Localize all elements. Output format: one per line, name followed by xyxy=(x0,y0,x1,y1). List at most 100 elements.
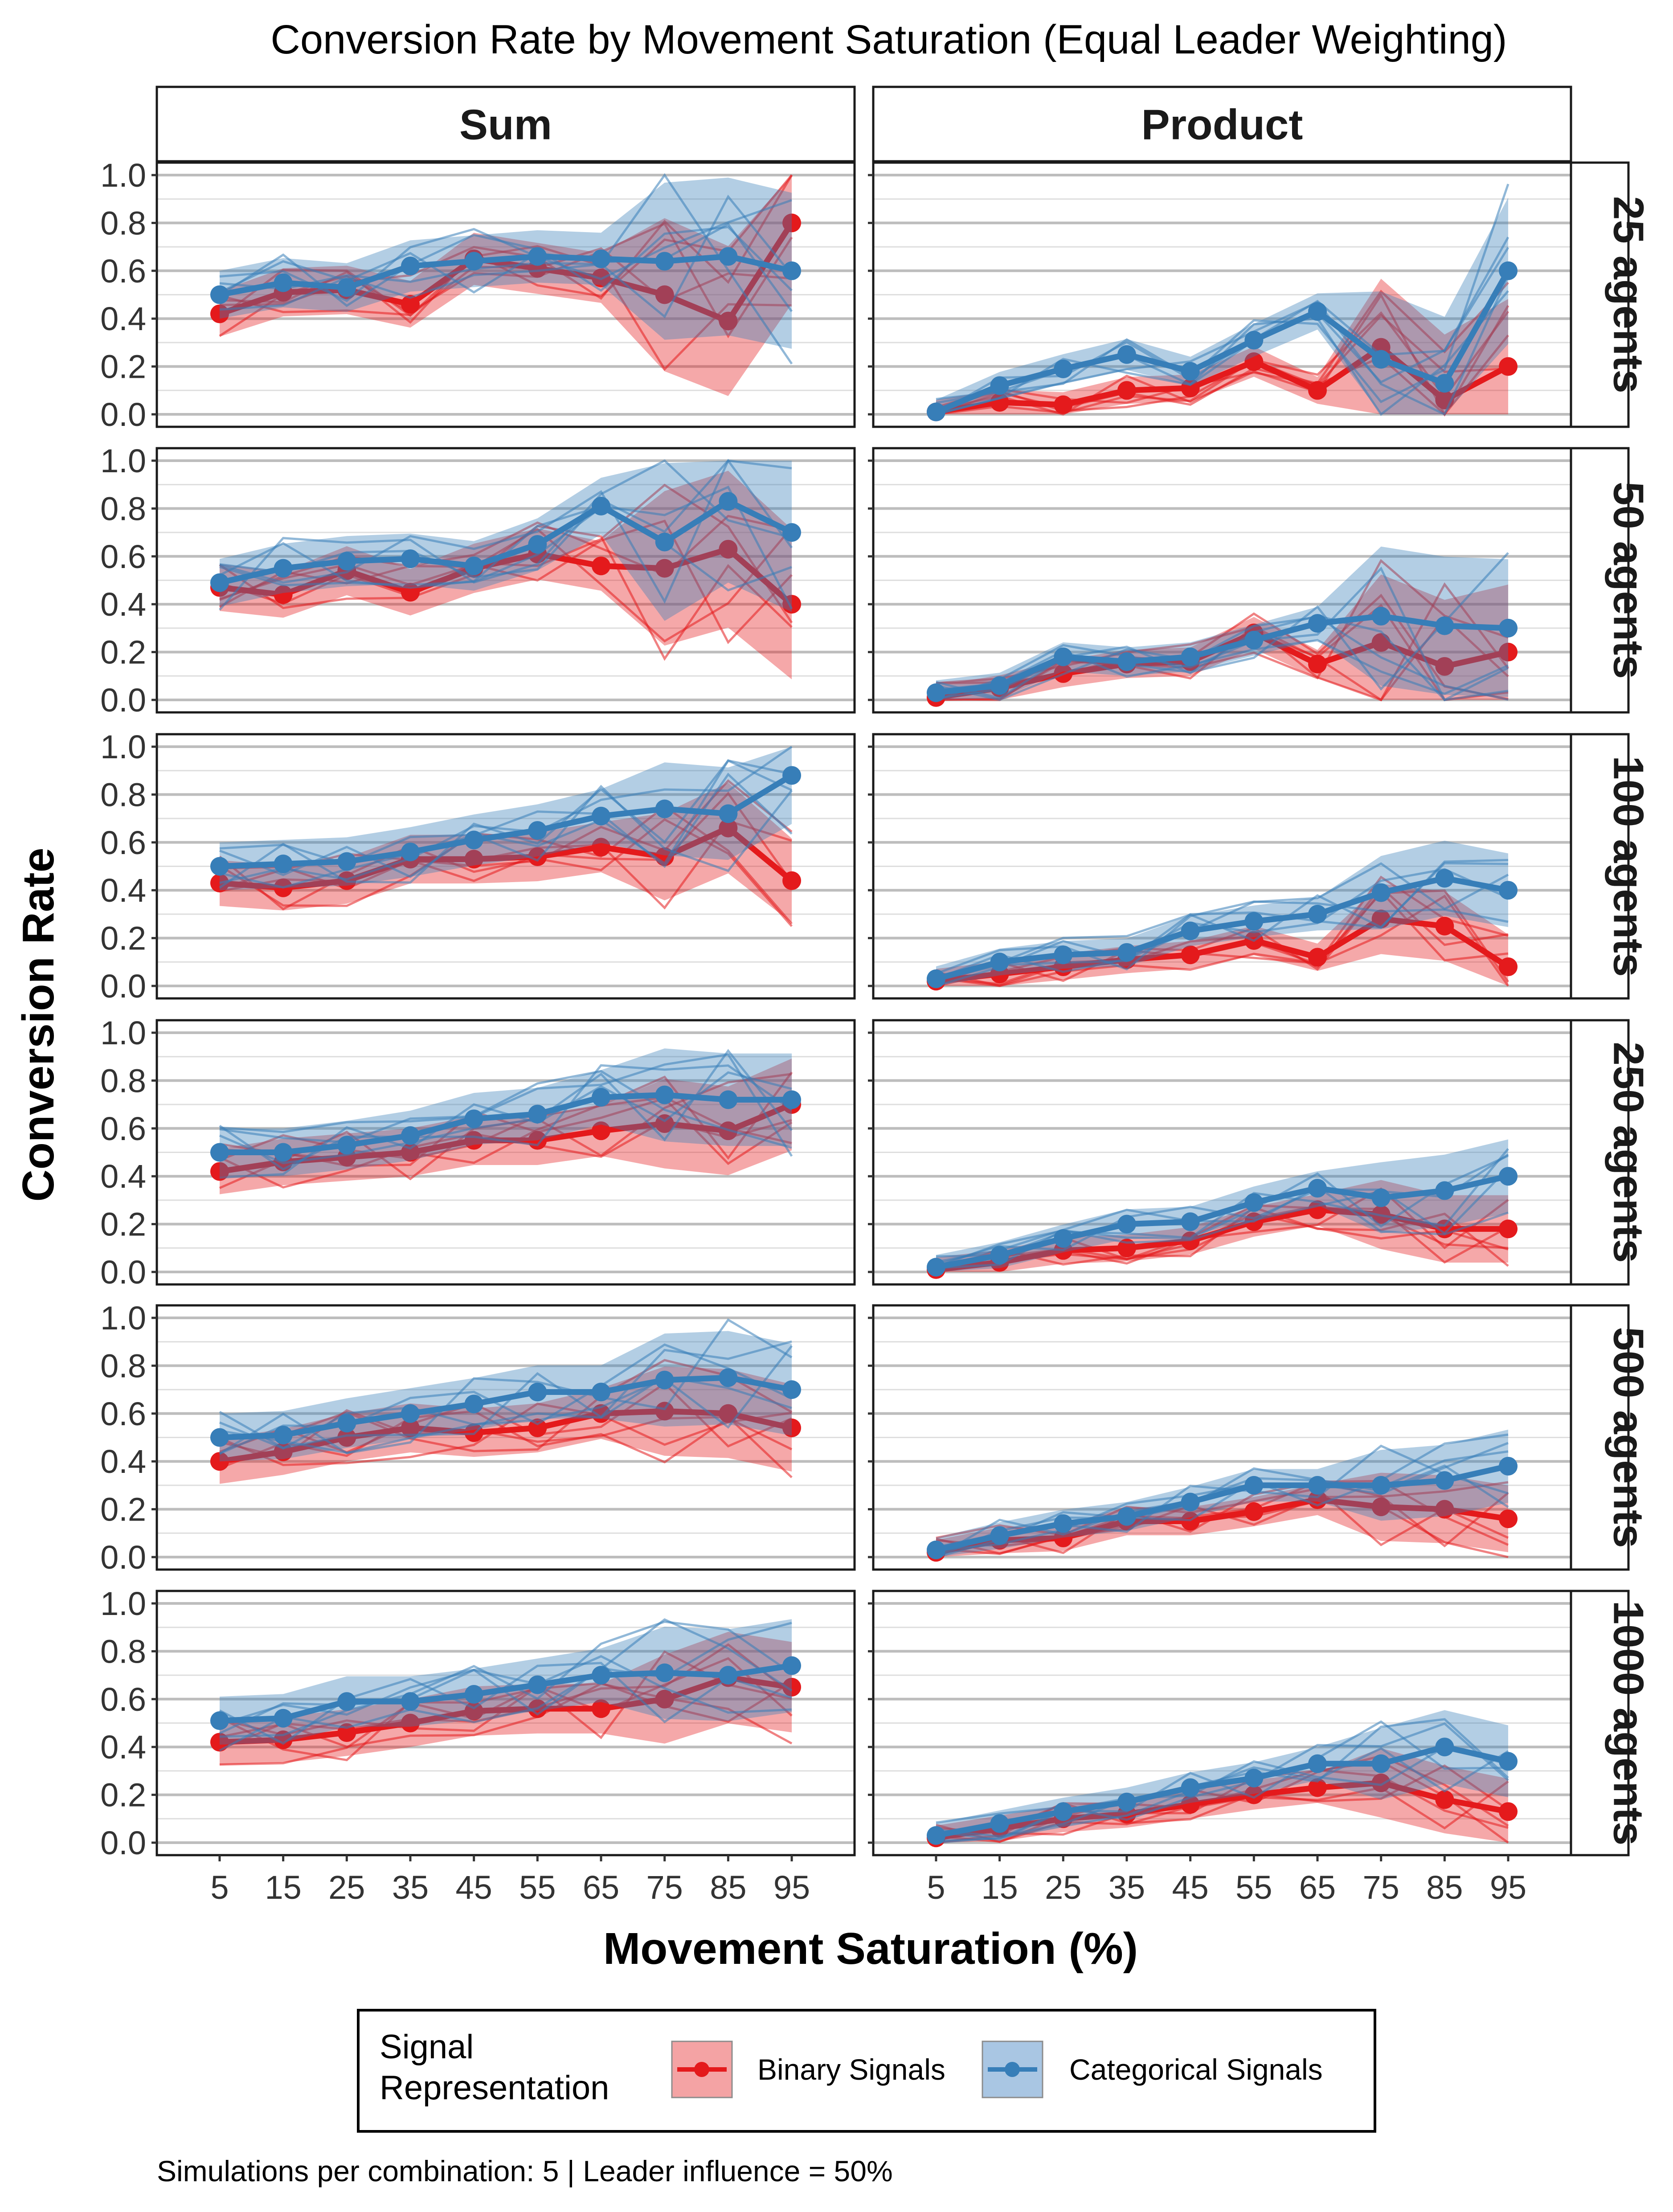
categorical-point xyxy=(464,1109,483,1128)
legend-key-categorical-point xyxy=(1005,2062,1020,2077)
categorical-point xyxy=(782,1656,802,1675)
categorical-run-trace xyxy=(219,1375,792,1454)
panel-500-agents-sum: 0.0 0.2 0.4 0.6 0.8 1.0 xyxy=(100,1300,856,1576)
panel-border xyxy=(155,1019,856,1286)
x-tick-label: 55 xyxy=(1235,1869,1272,1906)
x-tick-label: 85 xyxy=(710,1869,746,1906)
categorical-point xyxy=(1117,943,1136,962)
y-tick-label: 0.0 xyxy=(100,682,146,719)
y-tick-label: 0.0 xyxy=(100,968,146,1005)
binary-point xyxy=(1244,1785,1264,1804)
binary-run-trace xyxy=(219,483,793,623)
binary-point xyxy=(719,311,738,331)
panel-border xyxy=(155,733,856,1000)
x-tick-label: 95 xyxy=(1490,1869,1526,1906)
categorical-run-trace xyxy=(219,222,793,312)
categorical-point xyxy=(337,1414,356,1433)
categorical-point xyxy=(782,523,802,542)
categorical-mean-line xyxy=(219,773,794,869)
legend-box xyxy=(357,2009,1376,2133)
y-tick-label: 0.4 xyxy=(100,1729,146,1766)
binary-point xyxy=(1499,357,1518,376)
categorical-point xyxy=(926,683,945,702)
categorical-run-trace xyxy=(219,1053,793,1157)
categorical-point xyxy=(990,1526,1009,1545)
categorical-run-trace xyxy=(935,1464,1509,1558)
chart-title: Conversion Rate by Movement Saturation (… xyxy=(270,17,1507,62)
y-tick-label: 0.2 xyxy=(100,920,146,957)
categorical-mean-line xyxy=(219,1374,793,1440)
categorical-point xyxy=(1054,359,1073,378)
column-strip-label-product: Product xyxy=(1141,101,1303,149)
binary-point xyxy=(1308,948,1327,967)
binary-point xyxy=(592,1121,611,1141)
categorical-point xyxy=(210,1711,229,1730)
categorical-point xyxy=(1308,904,1327,924)
categorical-point xyxy=(337,1136,356,1155)
categorical-point xyxy=(592,249,611,268)
panel-50-agents-sum: 0.0 0.2 0.4 0.6 0.8 1.0 xyxy=(100,442,856,719)
y-tick-label: 0.2 xyxy=(100,1777,146,1814)
categorical-run-trace xyxy=(936,616,1509,701)
categorical-point xyxy=(1181,1492,1200,1512)
row-strip-label-100-agents: 100 agents xyxy=(1605,756,1653,977)
panel-border xyxy=(872,161,1572,428)
binary-point xyxy=(655,1402,674,1421)
panel-250-agents-sum: 0.0 0.2 0.4 0.6 0.8 1.0 xyxy=(100,1014,856,1291)
binary-point xyxy=(1435,657,1454,676)
categorical-point xyxy=(1435,1471,1454,1490)
binary-point xyxy=(782,213,802,233)
column-strip-label-sum: Sum xyxy=(459,101,552,149)
categorical-point xyxy=(1054,1802,1073,1821)
categorical-point xyxy=(592,497,611,516)
categorical-point xyxy=(1499,1167,1518,1186)
categorical-point xyxy=(528,535,547,554)
binary-point xyxy=(528,847,547,867)
y-tick-label: 0.8 xyxy=(100,1633,146,1670)
categorical-point xyxy=(401,1692,420,1711)
binary-point xyxy=(1499,957,1518,977)
panels: Sum Product 25 agents 50 agents 100 agents 25… xyxy=(100,86,1653,1906)
panel-border xyxy=(155,447,856,714)
categorical-point xyxy=(1181,647,1200,666)
binary-point xyxy=(401,1713,420,1733)
categorical-point xyxy=(528,821,547,840)
categorical-point xyxy=(1054,1514,1073,1533)
y-tick-label: 0.8 xyxy=(100,204,146,241)
column-strip-sum xyxy=(155,86,856,163)
categorical-point xyxy=(926,1826,945,1845)
y-tick-label: 0.6 xyxy=(100,824,146,861)
x-tick-label: 25 xyxy=(1045,1869,1081,1906)
categorical-point xyxy=(1181,1778,1200,1797)
categorical-point xyxy=(782,261,802,280)
categorical-mean-line xyxy=(219,498,793,586)
categorical-point xyxy=(1054,647,1073,666)
legend-title-line-2: Representation xyxy=(380,2069,609,2107)
categorical-run-trace xyxy=(936,552,1509,700)
x-tick-label: 5 xyxy=(210,1869,229,1906)
binary-mean-line xyxy=(219,1674,793,1745)
y-tick-label: 0.8 xyxy=(100,1062,146,1099)
categorical-point xyxy=(1499,1752,1518,1771)
y-tick-label: 0.4 xyxy=(100,300,146,337)
binary-point xyxy=(1181,945,1200,965)
categorical-point xyxy=(1308,1476,1327,1495)
categorical-run-trace xyxy=(219,1655,792,1734)
binary-point xyxy=(210,1162,229,1181)
categorical-point xyxy=(1371,350,1391,369)
caption: Simulations per combination: 5 | Leader … xyxy=(157,2155,893,2187)
categorical-mean-line xyxy=(935,1744,1509,1839)
categorical-run-trace xyxy=(219,506,792,592)
row-strip-label-25-agents: 25 agents xyxy=(1605,196,1653,393)
categorical-point xyxy=(1308,1179,1327,1198)
categorical-point xyxy=(655,252,674,271)
x-tick-label: 5 xyxy=(927,1869,945,1906)
categorical-point xyxy=(1435,869,1454,888)
panel-25-agents-product xyxy=(868,161,1572,428)
categorical-point xyxy=(1371,1188,1391,1207)
categorical-point xyxy=(655,799,674,818)
categorical-point xyxy=(1435,616,1454,635)
y-tick-label: 0.2 xyxy=(100,634,146,671)
binary-point xyxy=(1499,1802,1518,1821)
panel-border xyxy=(155,1304,856,1571)
